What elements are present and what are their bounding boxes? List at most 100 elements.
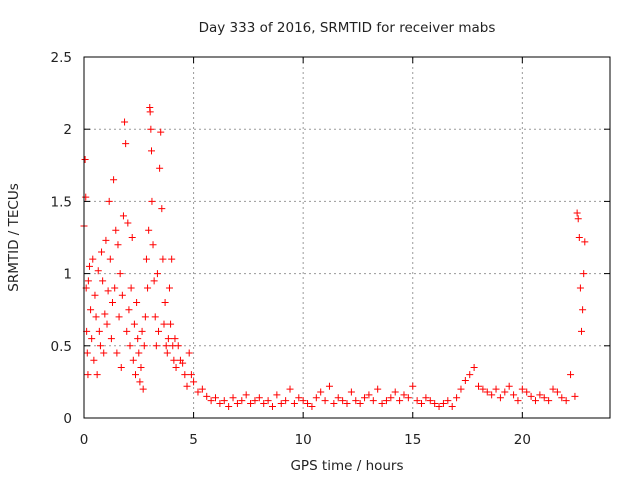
data-point [144, 284, 152, 292]
data-point [150, 277, 158, 285]
data-point [574, 215, 582, 223]
data-point [129, 356, 137, 364]
data-point [431, 400, 439, 408]
data-point [409, 382, 417, 390]
data-point [581, 238, 589, 246]
data-point [567, 371, 575, 379]
data-point [121, 118, 129, 126]
data-point [260, 400, 268, 408]
data-point [207, 397, 215, 405]
data-point [148, 197, 156, 205]
data-point [273, 391, 281, 399]
data-point [91, 291, 99, 299]
data-point [187, 371, 195, 379]
data-point [545, 397, 553, 405]
data-point [576, 284, 584, 292]
data-point [247, 400, 255, 408]
data-point [116, 270, 124, 278]
data-point [233, 400, 241, 408]
data-point [378, 400, 386, 408]
data-point [111, 284, 119, 292]
data-point [220, 397, 228, 405]
data-point [157, 128, 165, 136]
data-point [251, 397, 259, 405]
data-point [117, 363, 125, 371]
data-point [553, 388, 561, 396]
data-point [479, 385, 487, 393]
data-point [299, 397, 307, 405]
data-point [286, 385, 294, 393]
data-point [325, 382, 333, 390]
data-point [141, 313, 149, 321]
data-point [165, 284, 173, 292]
data-point [101, 310, 109, 318]
grid-lines [84, 57, 610, 418]
data-point [573, 209, 581, 217]
data-point [161, 298, 169, 306]
data-point [562, 397, 570, 405]
data-point [112, 226, 120, 234]
data-point [212, 394, 219, 402]
data-point [147, 125, 155, 133]
data-point [418, 400, 426, 408]
data-point [439, 400, 447, 408]
data-point [334, 394, 342, 402]
y-axis-ticks: 0 0.5 1 1.5 2 2.5 [51, 50, 610, 427]
data-point [167, 320, 175, 328]
data-point [90, 356, 98, 364]
data-point [523, 388, 531, 396]
data-point [149, 241, 157, 249]
data-point [558, 394, 566, 402]
data-point [391, 388, 399, 396]
data-point [138, 327, 146, 335]
data-point [321, 397, 329, 405]
data-point [317, 388, 325, 396]
data-point [290, 400, 298, 408]
y-tick-label: 1.5 [51, 194, 72, 210]
data-point [422, 394, 430, 402]
data-point [580, 270, 588, 278]
data-point [488, 391, 496, 399]
data-point [135, 349, 143, 357]
data-point [84, 277, 92, 285]
data-point [413, 397, 421, 405]
x-axis-ticks: 0 5 10 15 20 [80, 57, 531, 448]
data-point [190, 378, 198, 386]
data-point [578, 327, 586, 335]
data-point [128, 234, 136, 241]
data-point [146, 108, 154, 116]
data-point [444, 397, 452, 405]
data-point [216, 400, 224, 408]
data-point [151, 313, 159, 321]
data-point [540, 394, 548, 402]
data-point [203, 392, 211, 400]
chart-title: Day 333 of 2016, SRMTID for receiver mab… [199, 20, 496, 36]
data-point [369, 397, 377, 405]
y-axis-label: SRMTID / TECUs [6, 183, 22, 291]
data-point [255, 394, 263, 402]
data-point [575, 234, 583, 241]
data-point [448, 402, 456, 410]
data-point [134, 335, 142, 343]
data-point [387, 394, 395, 402]
data-point [153, 270, 161, 278]
data-point [400, 391, 408, 399]
data-point [136, 378, 144, 386]
x-axis-label: GPS time / hours [290, 458, 403, 474]
data-point [158, 205, 166, 213]
data-point [170, 356, 178, 364]
data-point [162, 342, 170, 350]
data-point [492, 385, 500, 393]
data-point [113, 349, 121, 357]
data-point [125, 306, 133, 314]
data-point [466, 371, 474, 379]
data-point [194, 388, 202, 396]
data-point [339, 397, 347, 405]
data-point [126, 342, 134, 350]
data-point [102, 236, 110, 244]
data-point [483, 388, 491, 396]
data-point [343, 400, 351, 408]
data-point [475, 382, 482, 390]
data-point [531, 397, 539, 405]
